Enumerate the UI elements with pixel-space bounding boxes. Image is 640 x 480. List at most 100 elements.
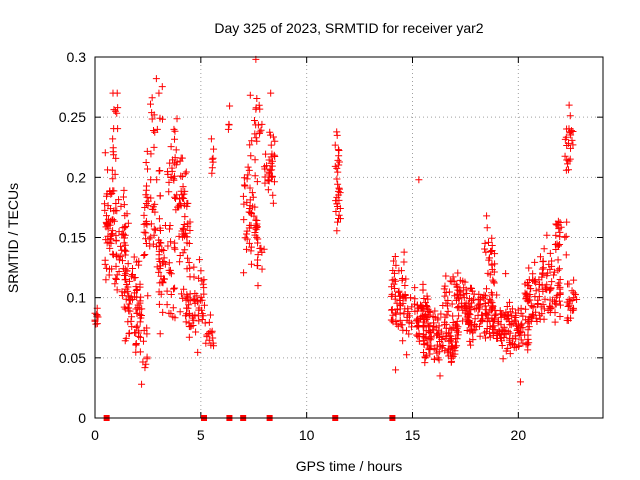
data-point (254, 121, 262, 129)
data-point (473, 304, 481, 312)
data-point (192, 328, 200, 336)
data-point (197, 293, 205, 301)
data-point (136, 333, 144, 341)
data-point (483, 285, 491, 293)
data-point (121, 251, 129, 259)
data-point (121, 241, 129, 249)
data-point (392, 261, 400, 269)
data-point-outlier (138, 380, 146, 388)
data-point (122, 275, 130, 283)
data-point-outlier (113, 89, 121, 97)
data-point (182, 318, 190, 326)
data-point (132, 305, 140, 313)
data-point (253, 217, 261, 225)
data-point (445, 337, 453, 345)
data-point (271, 137, 279, 145)
data-point (180, 285, 188, 293)
data-point (253, 178, 261, 186)
data-point (113, 286, 121, 294)
data-point (177, 290, 185, 298)
data-point (244, 163, 252, 171)
data-point (425, 335, 433, 343)
data-point (150, 231, 158, 239)
data-point (554, 242, 562, 250)
data-point (176, 252, 184, 260)
data-point (177, 154, 185, 162)
data-point (142, 186, 150, 194)
data-point (556, 219, 564, 227)
data-point (566, 155, 574, 163)
data-point (124, 318, 132, 326)
data-point (133, 258, 141, 266)
data-point (454, 269, 462, 277)
data-point (148, 205, 156, 213)
data-point-outlier (516, 378, 524, 386)
data-point (147, 220, 155, 228)
data-point (256, 105, 264, 113)
data-point (240, 269, 248, 277)
data-point (568, 297, 576, 305)
data-point (258, 120, 266, 128)
data-point (146, 242, 154, 250)
data-point (140, 252, 148, 260)
data-point (167, 238, 175, 246)
data-point (449, 352, 457, 360)
data-point (564, 166, 572, 174)
data-point (499, 355, 507, 363)
data-point (112, 200, 120, 208)
data-point-outlier (565, 101, 573, 109)
data-point (547, 305, 555, 313)
data-point (166, 159, 174, 167)
data-point (246, 184, 254, 192)
data-point (248, 137, 256, 145)
data-point (554, 281, 562, 289)
data-point (158, 115, 166, 123)
data-point (261, 173, 269, 181)
data-point (463, 290, 471, 298)
data-point (391, 277, 399, 285)
data-point (187, 322, 195, 330)
data-point (538, 265, 546, 273)
data-point (158, 246, 166, 254)
data-point (454, 286, 462, 294)
data-point (200, 301, 208, 309)
data-point (521, 280, 529, 288)
data-point (469, 336, 477, 344)
data-point (541, 295, 549, 303)
data-point (411, 307, 419, 315)
data-point (449, 273, 457, 281)
data-point (136, 318, 144, 326)
data-point (331, 141, 339, 149)
data-point (493, 291, 501, 299)
data-point (531, 293, 539, 301)
data-point (251, 172, 259, 180)
data-point (334, 168, 342, 176)
data-point (412, 317, 420, 325)
data-point (113, 109, 121, 117)
data-point (115, 256, 123, 264)
data-point (504, 314, 512, 322)
data-point (415, 323, 423, 331)
data-point (208, 155, 216, 163)
data-point (392, 310, 400, 318)
data-point (241, 182, 249, 190)
data-point (466, 337, 474, 345)
data-point (165, 309, 173, 317)
data-point (170, 125, 178, 133)
data-point (147, 176, 155, 184)
data-point (167, 173, 175, 181)
data-point (506, 298, 514, 306)
data-point (421, 312, 429, 320)
data-point (566, 129, 574, 137)
data-point (101, 260, 109, 268)
data-point (246, 141, 254, 149)
data-point (183, 265, 191, 273)
data-point-outlier (210, 342, 218, 350)
data-point (143, 193, 151, 201)
data-point (548, 257, 556, 265)
data-point (145, 235, 153, 243)
data-point (418, 303, 426, 311)
data-point (400, 248, 408, 256)
data-point (185, 258, 193, 266)
data-point (471, 305, 479, 313)
